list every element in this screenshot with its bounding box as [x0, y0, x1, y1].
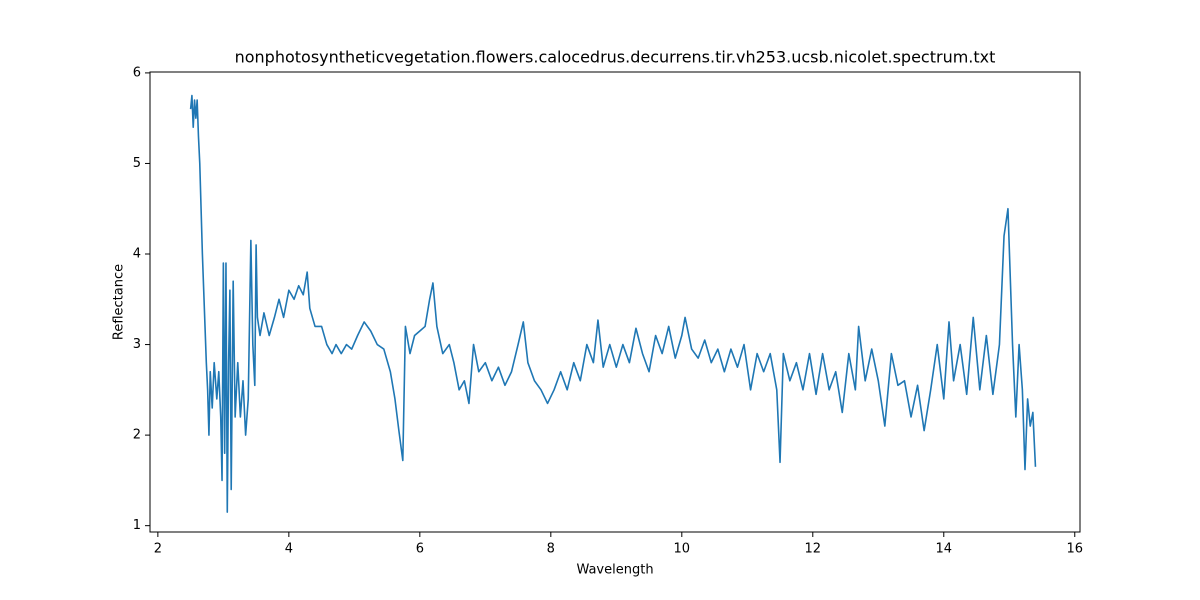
x-tick-label: 14: [936, 542, 953, 557]
y-tick-label: 5: [133, 156, 141, 171]
y-tick-label: 4: [133, 247, 141, 262]
x-tick-label: 16: [1066, 542, 1083, 557]
x-tick-label: 2: [154, 542, 162, 557]
data-line: [189, 94, 1037, 513]
x-tick-label: 4: [285, 542, 293, 557]
plot-frame: [149, 71, 1081, 533]
y-tick-label: 2: [133, 428, 141, 443]
x-tick-label: 12: [805, 542, 822, 557]
y-tick-label: 6: [133, 65, 141, 80]
y-tick-label: 1: [133, 518, 141, 533]
x-axis-label: Wavelength: [576, 563, 653, 578]
chart-title: nonphotosyntheticvegetation.flowers.calo…: [235, 48, 996, 67]
x-tick-label: 8: [547, 542, 555, 557]
x-tick-label: 6: [416, 542, 424, 557]
y-tick-label: 3: [133, 337, 141, 352]
y-axis-label: Reflectance: [112, 264, 127, 340]
x-tick-label: 10: [674, 542, 691, 557]
